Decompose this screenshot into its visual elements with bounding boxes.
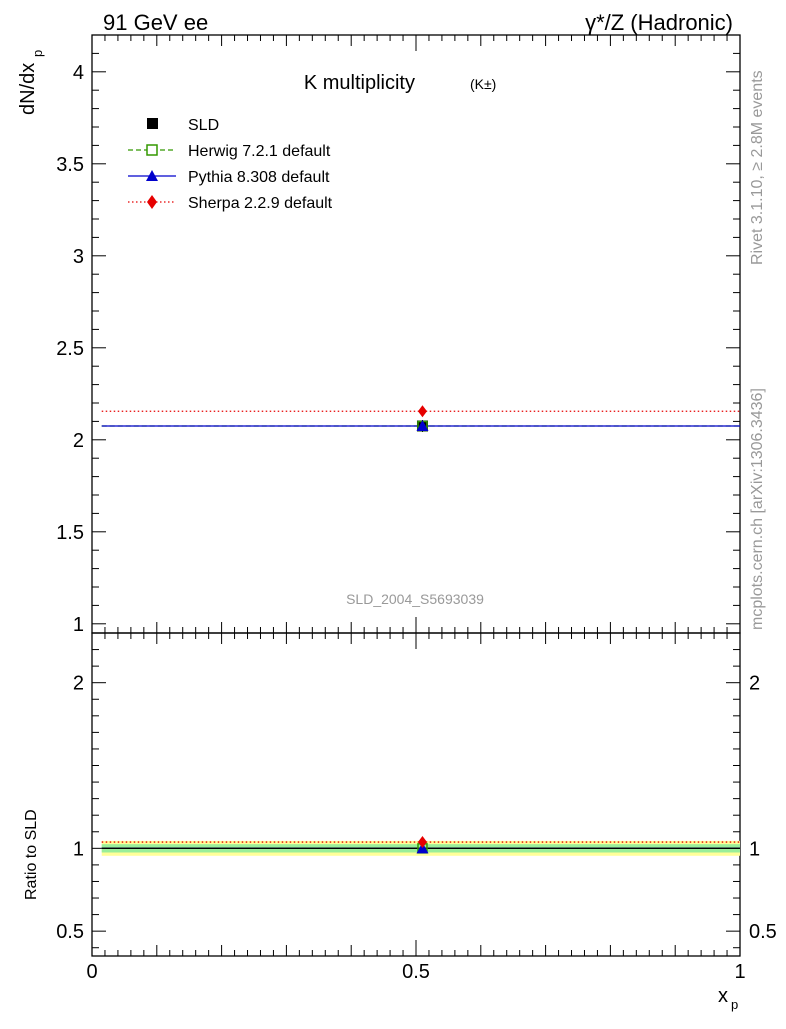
x-tick-label: 1 bbox=[734, 961, 745, 983]
marker-pythia bbox=[416, 420, 429, 431]
y-axis-label: dN/dx p bbox=[17, 50, 45, 115]
chart-title: K multiplicity bbox=[304, 72, 415, 94]
x-tick-label: 0.5 bbox=[402, 961, 430, 983]
y-tick-label: 1.5 bbox=[56, 522, 84, 544]
y-tick-label: 3.5 bbox=[56, 154, 84, 176]
legend-label-herwig: Herwig 7.2.1 default bbox=[188, 143, 331, 160]
legend-marker-pythia bbox=[146, 170, 158, 181]
y-tick-label: 3 bbox=[73, 246, 84, 268]
marker-sherpa bbox=[417, 405, 427, 418]
legend-label-sld: SLD bbox=[188, 117, 219, 134]
mcplots-label: mcplots.cern.ch [arXiv:1306.3436] bbox=[749, 388, 766, 630]
ratio-y-label: Ratio to SLD bbox=[23, 809, 40, 900]
ratio-y-tick-label-left: 0.5 bbox=[56, 921, 84, 943]
ratio-y-tick-label-right: 0.5 bbox=[749, 921, 777, 943]
analysis-watermark: SLD_2004_S5693039 bbox=[346, 591, 484, 607]
legend-item-pythia: Pythia 8.308 default bbox=[128, 169, 330, 186]
ratio-marker-sherpa bbox=[417, 836, 427, 849]
rivet-label: Rivet 3.1.10, ≥ 2.8M events bbox=[749, 70, 766, 265]
legend-item-herwig: Herwig 7.2.1 default bbox=[128, 143, 331, 160]
y-tick-label: 2.5 bbox=[56, 338, 84, 360]
ratio-axis-ticks: 0 0.5 10.5 0.51 12 2 bbox=[56, 633, 777, 983]
x-axis-label-sub: p bbox=[731, 997, 738, 1012]
ratio-series-group bbox=[101, 836, 740, 854]
ratio-y-tick-label-right: 1 bbox=[749, 838, 760, 860]
main-series-group bbox=[101, 405, 740, 432]
y-axis-label-main: dN/dx bbox=[17, 63, 39, 115]
main-axis-ticks: 1 1.5 2 2.5 3 3.5 4 bbox=[56, 34, 741, 636]
legend-label-pythia: Pythia 8.308 default bbox=[188, 169, 330, 186]
ratio-y-tick-label-right: 2 bbox=[749, 673, 760, 695]
legend-item-sherpa: Sherpa 2.2.9 default bbox=[128, 195, 333, 212]
ratio-y-tick-label-left: 2 bbox=[73, 673, 84, 695]
legend: SLD Herwig 7.2.1 default Pythia 8.308 de… bbox=[128, 117, 333, 212]
y-axis-label-sub: p bbox=[30, 50, 45, 57]
ratio-y-tick-label-left: 1 bbox=[73, 838, 84, 860]
header-left: 91 GeV ee bbox=[103, 10, 208, 35]
y-tick-label: 2 bbox=[73, 430, 84, 452]
x-tick-label: 0 bbox=[86, 961, 97, 983]
y-tick-label: 4 bbox=[73, 62, 84, 84]
ratio-panel-frame bbox=[91, 632, 741, 957]
legend-label-sherpa: Sherpa 2.2.9 default bbox=[188, 195, 333, 212]
header-right: γ*/Z (Hadronic) bbox=[585, 10, 733, 35]
y-tick-label: 1 bbox=[73, 614, 84, 636]
chart-title-suffix: (K±) bbox=[470, 76, 496, 92]
legend-marker-sherpa bbox=[147, 195, 157, 209]
legend-marker-sld bbox=[147, 118, 158, 129]
x-axis-label-main: x bbox=[718, 985, 728, 1007]
legend-marker-herwig bbox=[146, 144, 158, 156]
legend-item-sld: SLD bbox=[147, 117, 219, 134]
